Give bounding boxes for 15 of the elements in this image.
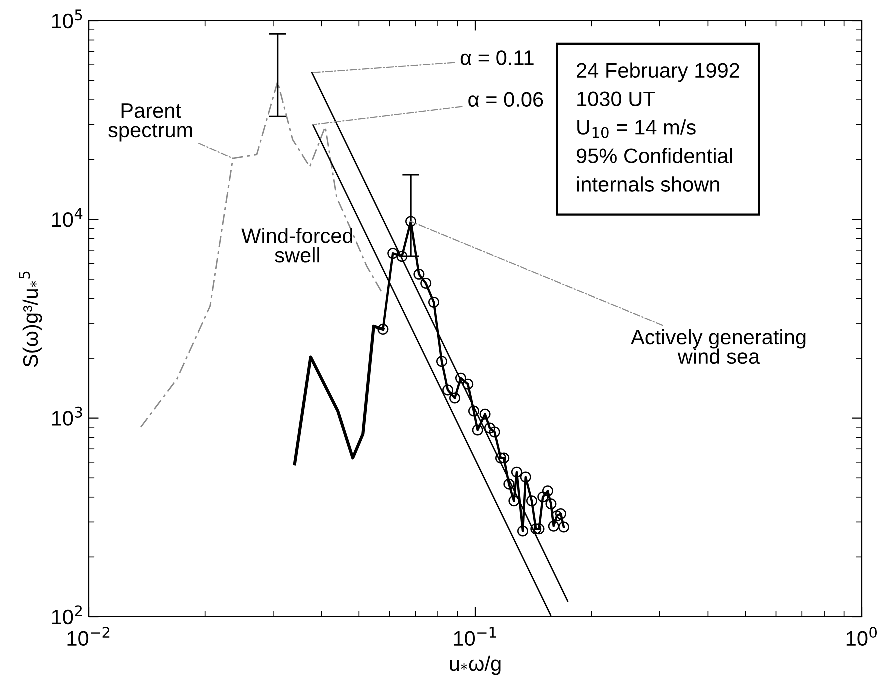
y-tick-label: 10$^{5}$	[52, 10, 82, 29]
annotation: Parent spectrum	[108, 104, 192, 142]
x-axis-title: u$_{*}$ω/g	[450, 656, 501, 676]
annotation: Wind-forced swell	[242, 228, 353, 263]
annotation: Actively generating wind sea	[631, 329, 806, 364]
x-tick-label: 10$^{−1}$	[454, 627, 496, 646]
y-tick-label: 10$^{2}$	[52, 606, 82, 625]
x-tick-label: 10$^{−2}$	[68, 627, 110, 646]
y-tick-label: 10$^{4}$	[52, 208, 83, 228]
annotation: α = 0.11	[460, 50, 534, 66]
y-axis-title: S(ω)g³/u$_{*}$$^{5}$	[19, 272, 42, 368]
x-tick-label: 10$^{0}$	[846, 627, 878, 646]
annotation: α = 0.06	[468, 92, 544, 108]
annotation: 24 February 1992 1030 UT U$_{10}$ = 14 m/s 95% Confidential internals shown	[576, 62, 740, 192]
y-tick-label: 10$^{3}$	[52, 406, 82, 426]
